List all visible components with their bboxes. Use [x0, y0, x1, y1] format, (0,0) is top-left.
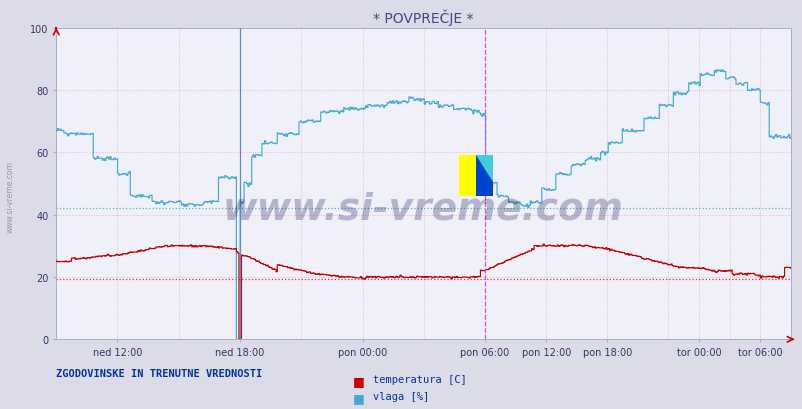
Text: www.si-vreme.com: www.si-vreme.com: [6, 160, 15, 232]
Text: ■: ■: [353, 391, 365, 405]
Title: * POVPREČJE *: * POVPREČJE *: [373, 10, 473, 26]
Text: vlaga [%]: vlaga [%]: [373, 391, 429, 401]
Text: temperatura [C]: temperatura [C]: [373, 374, 467, 384]
Polygon shape: [475, 156, 492, 182]
Text: ■: ■: [353, 374, 365, 387]
FancyBboxPatch shape: [475, 156, 492, 196]
Text: www.si-vreme.com: www.si-vreme.com: [223, 191, 623, 227]
FancyBboxPatch shape: [458, 156, 475, 196]
Text: ZGODOVINSKE IN TRENUTNE VREDNOSTI: ZGODOVINSKE IN TRENUTNE VREDNOSTI: [56, 368, 262, 378]
